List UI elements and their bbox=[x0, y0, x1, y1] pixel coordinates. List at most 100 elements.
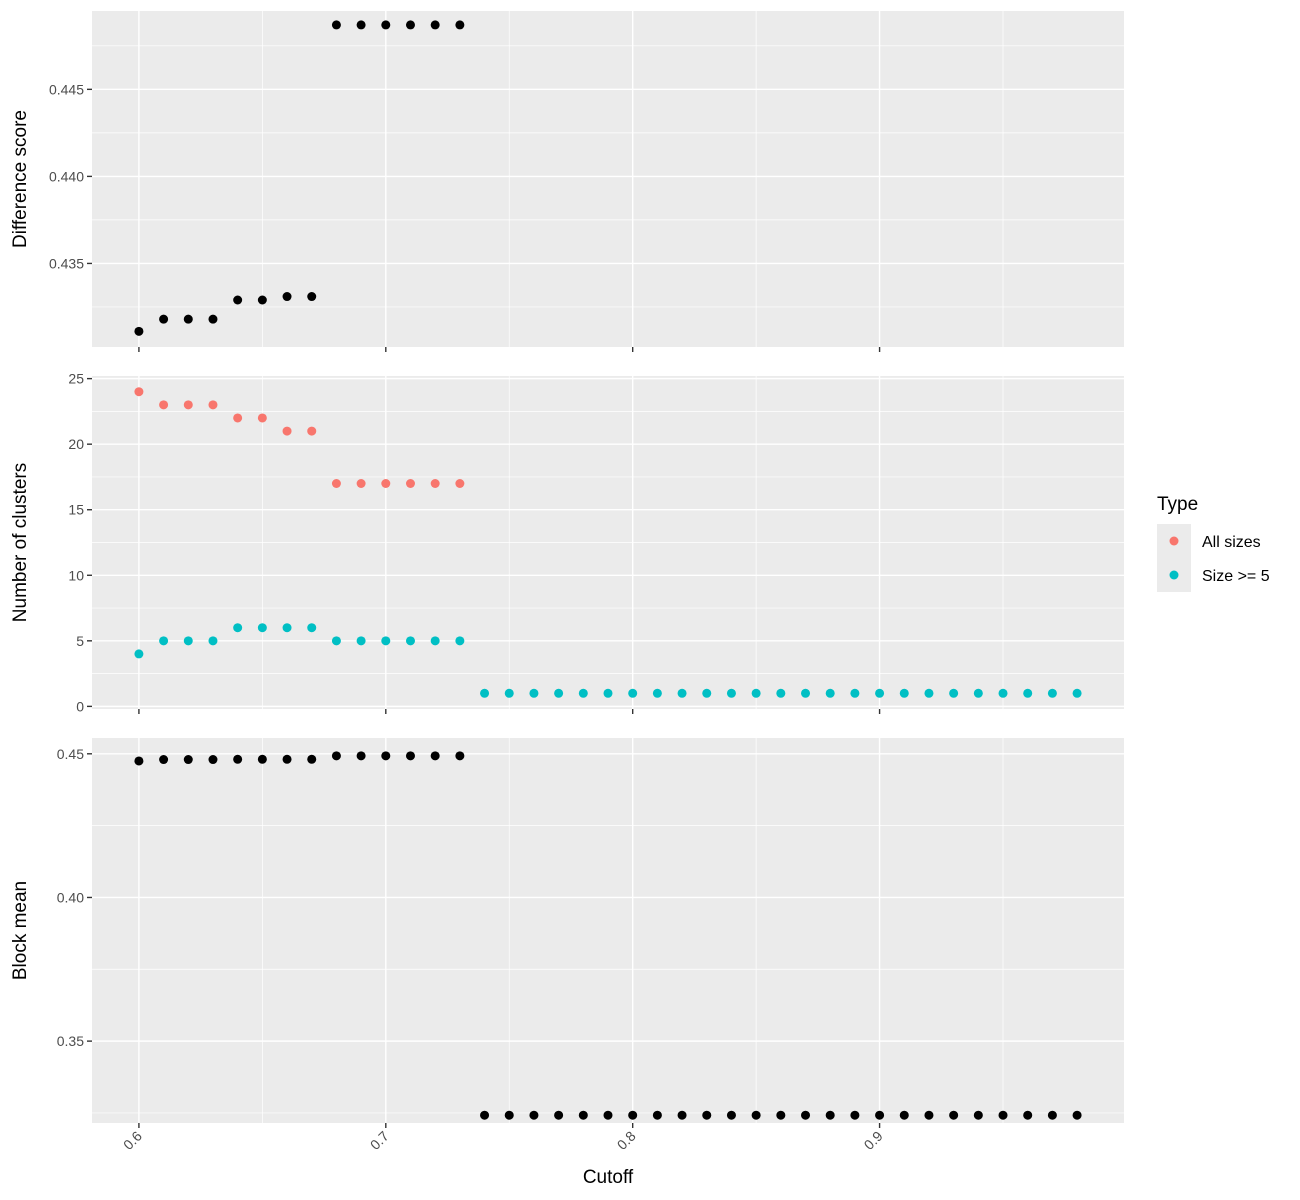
data-point bbox=[924, 1110, 934, 1120]
series-all-sizes bbox=[134, 387, 465, 489]
data-point bbox=[801, 1110, 811, 1120]
series-size-5 bbox=[134, 623, 1082, 698]
data-point bbox=[430, 751, 440, 761]
data-point bbox=[1047, 688, 1057, 698]
panel-number-of-clusters: 0 5 10 15 20 25 Number of clusters bbox=[10, 371, 1124, 714]
data-point bbox=[405, 636, 415, 646]
data-point bbox=[825, 1110, 835, 1120]
data-point bbox=[356, 636, 366, 646]
x-tick-label: 0.9 bbox=[861, 1128, 886, 1153]
data-point bbox=[751, 688, 761, 698]
data-point bbox=[702, 688, 712, 698]
panel-background bbox=[92, 738, 1124, 1123]
data-point bbox=[233, 754, 243, 764]
data-point bbox=[455, 479, 465, 489]
data-point bbox=[282, 426, 292, 436]
data-point bbox=[331, 751, 341, 761]
legend-dot-all-sizes bbox=[1169, 536, 1179, 546]
panel-block-mean: 0.35 0.40 0.45 Block mean bbox=[10, 738, 1124, 1128]
data-point bbox=[183, 314, 193, 324]
legend-label-size-5: Size >= 5 bbox=[1202, 568, 1270, 585]
data-point bbox=[307, 754, 317, 764]
data-point bbox=[529, 1110, 539, 1120]
data-point bbox=[159, 636, 169, 646]
data-point bbox=[257, 413, 267, 423]
y-tick-label: 5 bbox=[76, 633, 84, 649]
data-point bbox=[307, 292, 317, 302]
data-point bbox=[677, 688, 687, 698]
data-point bbox=[183, 636, 193, 646]
data-point bbox=[208, 755, 218, 765]
data-point bbox=[949, 688, 959, 698]
data-point bbox=[455, 636, 465, 646]
data-point bbox=[652, 1110, 662, 1120]
data-point bbox=[159, 400, 169, 410]
data-point bbox=[405, 751, 415, 761]
data-point bbox=[356, 751, 366, 761]
data-point bbox=[578, 688, 588, 698]
data-point bbox=[282, 623, 292, 633]
data-point bbox=[381, 636, 391, 646]
legend-dot-size-5 bbox=[1169, 570, 1179, 580]
data-point bbox=[504, 688, 514, 698]
data-point bbox=[257, 623, 267, 633]
data-point bbox=[307, 623, 317, 633]
data-point bbox=[899, 688, 909, 698]
y-tick-label: 0.435 bbox=[49, 255, 84, 271]
data-point bbox=[282, 754, 292, 764]
data-point bbox=[973, 688, 983, 698]
panels-layer: 0.435 0.440 0.445 Difference score 0 5 10 15 20 2… bbox=[10, 11, 1124, 1153]
data-point bbox=[134, 387, 144, 397]
data-point bbox=[603, 1110, 613, 1120]
data-point bbox=[233, 623, 243, 633]
data-point bbox=[134, 326, 144, 336]
data-point bbox=[776, 688, 786, 698]
data-point bbox=[455, 751, 465, 761]
y-tick-label: 0.45 bbox=[57, 746, 84, 762]
legend-label-all-sizes: All sizes bbox=[1202, 534, 1261, 551]
data-point bbox=[702, 1110, 712, 1120]
data-point bbox=[751, 1110, 761, 1120]
legend-title: Type bbox=[1157, 494, 1198, 515]
data-point bbox=[1047, 1110, 1057, 1120]
data-point bbox=[356, 479, 366, 489]
data-point bbox=[850, 688, 860, 698]
data-point bbox=[455, 20, 465, 30]
data-point bbox=[529, 688, 539, 698]
data-point bbox=[1072, 688, 1082, 698]
data-point bbox=[134, 649, 144, 659]
y-axis-title-number-of-clusters: Number of clusters bbox=[10, 463, 31, 622]
y-tick-label: 20 bbox=[68, 436, 84, 452]
data-point bbox=[208, 400, 218, 410]
data-point bbox=[257, 295, 267, 305]
y-tick-label: 0 bbox=[76, 698, 84, 714]
data-point bbox=[331, 636, 341, 646]
data-point bbox=[628, 688, 638, 698]
data-point bbox=[850, 1110, 860, 1120]
legend: Type All sizes Size >= 5 bbox=[1157, 494, 1270, 592]
data-point bbox=[356, 20, 366, 30]
x-tick-label: 0.7 bbox=[367, 1128, 392, 1153]
y-axis-title-block-mean: Block mean bbox=[10, 881, 31, 980]
data-point bbox=[801, 688, 811, 698]
x-tick-label: 0.8 bbox=[614, 1128, 639, 1153]
data-point bbox=[381, 751, 391, 761]
data-point bbox=[578, 1110, 588, 1120]
data-point bbox=[504, 1110, 514, 1120]
data-point bbox=[677, 1110, 687, 1120]
data-point bbox=[183, 400, 193, 410]
data-point bbox=[554, 1110, 564, 1120]
panel-difference-score: 0.435 0.440 0.445 Difference score bbox=[10, 11, 1124, 352]
y-tick-label: 0.440 bbox=[49, 168, 84, 184]
data-point bbox=[973, 1110, 983, 1120]
series-block-mean bbox=[134, 751, 1082, 1120]
data-point bbox=[924, 688, 934, 698]
data-point bbox=[652, 688, 662, 698]
data-point bbox=[726, 688, 736, 698]
y-tick-label: 15 bbox=[68, 502, 84, 518]
data-point bbox=[134, 756, 144, 766]
y-tick-label: 10 bbox=[68, 567, 84, 583]
data-point bbox=[628, 1110, 638, 1120]
data-point bbox=[603, 688, 613, 698]
data-point bbox=[1072, 1110, 1082, 1120]
